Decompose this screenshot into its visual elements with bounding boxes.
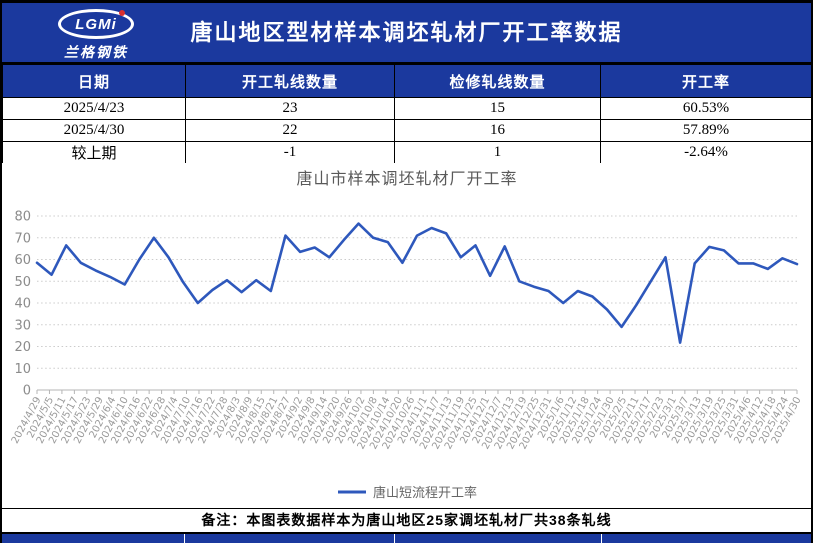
lgmi-logo-text: LGMi	[75, 15, 117, 33]
cell-operating-lines: 23	[185, 97, 395, 120]
y-tick-label: 0	[23, 384, 31, 399]
col-header-maintenance-lines: 检修轧线数量	[394, 64, 601, 98]
footnote-text: 备注：本图表数据样本为唐山地区25家调坯轧材厂共38条轧线	[201, 512, 612, 528]
legend-label: 唐山短流程开工率	[373, 485, 477, 501]
cell-date: 2025/4/23	[2, 97, 186, 120]
y-tick-label: 70	[14, 231, 31, 246]
cell-operating-lines: 22	[185, 119, 395, 142]
cell-operating-rate: -2.64%	[600, 141, 811, 164]
cell-date: 2025/4/30	[2, 119, 186, 142]
table-row: 较上期 -1 1 -2.64%	[2, 141, 811, 164]
column-divider	[394, 534, 395, 543]
page-title: 唐山地区型材样本调坯轧材厂开工率数据	[190, 20, 623, 45]
y-tick-label: 40	[14, 297, 31, 312]
chart-title: 唐山市样本调坯轧材厂开工率	[296, 169, 517, 188]
title-band: 唐山地区型材样本调坯轧材厂开工率数据 LGMi 兰格钢铁	[2, 3, 811, 64]
col-header-operating-rate: 开工率	[600, 64, 811, 98]
y-tick-label: 60	[14, 253, 31, 268]
y-tick-label: 10	[14, 362, 31, 377]
y-tick-label: 80	[14, 210, 31, 225]
plot-group: 010203040506070802024/4/292024/5/52024/5…	[10, 210, 804, 452]
cell-date: 较上期	[2, 141, 186, 164]
top-border	[2, 0, 811, 3]
cell-maintenance-lines: 1	[394, 141, 601, 164]
lgmi-logo-mark: LGMi	[58, 9, 134, 39]
lgmi-logo: LGMi 兰格钢铁	[48, 7, 144, 62]
cell-operating-lines: -1	[185, 141, 395, 164]
line-chart: 唐山市样本调坯轧材厂开工率 010203040506070802024/4/29…	[10, 169, 804, 501]
legend: 唐山短流程开工率	[338, 485, 477, 501]
table-header-row: 日期 开工轧线数量 检修轧线数量 开工率	[2, 64, 811, 98]
table-row: 2025/4/23 23 15 60.53%	[2, 97, 811, 120]
column-divider	[601, 534, 602, 543]
cell-operating-rate: 60.53%	[600, 97, 811, 120]
y-tick-label: 30	[14, 318, 31, 333]
lgmi-logo-subtext: 兰格钢铁	[64, 44, 128, 60]
summary-table: 日期 开工轧线数量 检修轧线数量 开工率 2025/4/23 23 15 60.…	[2, 64, 811, 164]
summary-table-wrap: 日期 开工轧线数量 检修轧线数量 开工率 2025/4/23 23 15 60.…	[2, 64, 811, 164]
col-header-operating-lines: 开工轧线数量	[185, 64, 395, 98]
footnote-row: 备注：本图表数据样本为唐山地区25家调坯轧材厂共38条轧线	[2, 508, 811, 534]
column-divider	[184, 534, 185, 543]
table-row: 2025/4/30 22 16 57.89%	[2, 119, 811, 142]
cell-maintenance-lines: 15	[394, 97, 601, 120]
logo-red-dot-icon	[119, 10, 125, 16]
y-tick-label: 50	[14, 275, 31, 290]
chart-area: 唐山市样本调坯轧材厂开工率 0 10 20 30 40 50 60 70 80 2024/4/29…	[2, 163, 811, 508]
cell-operating-rate: 57.89%	[600, 119, 811, 142]
series-line	[35, 222, 799, 344]
bottom-blue-strip	[2, 534, 811, 543]
cell-maintenance-lines: 16	[394, 119, 601, 142]
col-header-date: 日期	[2, 64, 186, 98]
y-tick-label: 20	[14, 340, 31, 355]
